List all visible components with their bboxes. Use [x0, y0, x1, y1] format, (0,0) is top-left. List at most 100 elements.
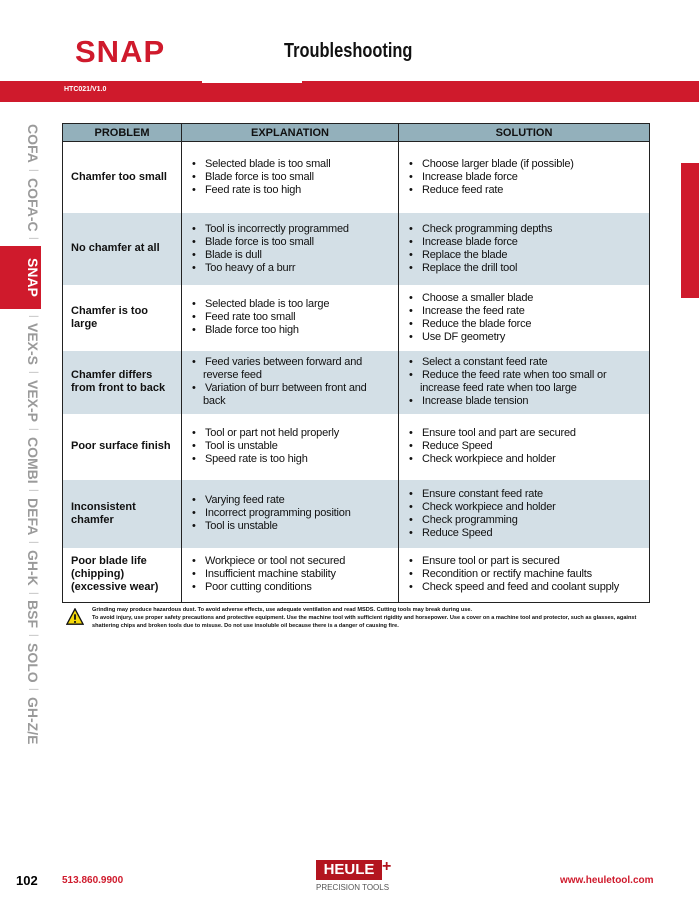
solution-cell: Ensure tool or part is securedReconditio… — [398, 547, 650, 603]
separator: | — [28, 591, 39, 595]
problem-cell: Poor surface finish — [62, 413, 182, 480]
separator: | — [28, 688, 39, 692]
problem-cell: Chamfer differs from front to back — [62, 350, 182, 414]
sidebar-item-defa[interactable]: DEFA — [25, 497, 41, 536]
solution-item: Increase blade tension — [407, 395, 641, 408]
solution-item: Replace the drill tool — [407, 262, 641, 275]
solution-item: Use DF geometry — [407, 331, 641, 344]
explanation-item: Too heavy of a burr — [190, 262, 390, 275]
explanation-cell: Tool or part not held properlyTool is un… — [181, 413, 399, 480]
separator: | — [28, 541, 39, 544]
solution-item: Check workpiece and holder — [407, 453, 641, 466]
explanation-item: Workpiece or tool not secured — [190, 555, 390, 568]
troubleshooting-table: PROBLEM EXPLANATION SOLUTION Chamfer too… — [62, 123, 650, 603]
sidebar-item-solo[interactable]: SOLO — [25, 642, 41, 683]
explanation-item: Incorrect programming position — [190, 507, 390, 520]
separator: | — [28, 168, 39, 172]
solution-cell: Choose larger blade (if possible)Increas… — [398, 141, 650, 213]
header-notch — [202, 81, 302, 83]
sidebar-item-vex-p[interactable]: VEX-P — [25, 379, 41, 422]
solution-cell: Ensure constant feed rateCheck workpiece… — [398, 479, 650, 548]
separator: | — [28, 634, 39, 637]
solution-item: Increase the feed rate — [407, 305, 641, 318]
solution-item: Check workpiece and holder — [407, 501, 641, 514]
explanation-item: Speed rate is too high — [190, 453, 390, 466]
explanation-item: Blade force is too small — [190, 236, 390, 249]
document-code: HTC021/V1.0 — [64, 86, 107, 93]
solution-item: Reduce the blade force — [407, 318, 641, 331]
logo-text: HEULE — [316, 860, 382, 880]
logo-subtitle: PRECISION TOOLS — [316, 883, 390, 892]
solution-cell: Check programming depthsIncrease blade f… — [398, 212, 650, 285]
explanation-item: Selected blade is too small — [190, 158, 390, 171]
explanation-item: Selected blade is too large — [190, 298, 390, 311]
explanation-item: Tool is incorrectly programmed — [190, 223, 390, 236]
solution-item: Ensure constant feed rate — [407, 488, 641, 501]
solution-item: Check programming — [407, 514, 641, 527]
explanation-item: Tool or part not held properly — [190, 427, 390, 440]
product-sidebar: COFA | COFA-C | SNAP | VEX-S | VEX-P | COMBI | DEFA |… — [0, 124, 41, 745]
solution-cell: Ensure tool and part are securedReduce S… — [398, 413, 650, 480]
table-row: No chamfer at allTool is incorrectly pro… — [62, 212, 650, 285]
header-problem: PROBLEM — [62, 123, 182, 142]
explanation-item: Insufficient machine stability — [190, 568, 390, 581]
solution-item: Reduce feed rate — [407, 184, 641, 197]
explanation-item: Blade force is too small — [190, 171, 390, 184]
separator: | — [28, 371, 39, 374]
sidebar-item-vex-s[interactable]: VEX-S — [25, 323, 41, 366]
separator: | — [28, 237, 39, 240]
explanation-cell: Tool is incorrectly programmedBlade forc… — [181, 212, 399, 285]
table-row: Poor blade life (chipping) (excessive we… — [62, 547, 650, 603]
brand-title: SNAP — [75, 34, 166, 69]
header-bar — [0, 81, 699, 102]
solution-item: Check speed and feed and coolant supply — [407, 581, 641, 594]
sidebar-item-cofa[interactable]: COFA — [25, 124, 41, 163]
sidebar-item-snap[interactable]: SNAP — [0, 245, 41, 309]
explanation-item: Varying feed rate — [190, 494, 390, 507]
website-link[interactable]: www.heuletool.com — [560, 875, 654, 886]
safety-warning: Grinding may produce hazardous dust. To … — [92, 606, 652, 630]
solution-item: Reduce Speed — [407, 440, 641, 453]
problem-cell: Inconsistent chamfer — [62, 479, 182, 548]
sidebar-item-bsf[interactable]: BSF — [25, 600, 41, 629]
explanation-cell: Varying feed rateIncorrect programming p… — [181, 479, 399, 548]
phone-number: 513.860.9900 — [62, 875, 124, 886]
problem-cell: Poor blade life (chipping) (excessive we… — [62, 547, 182, 603]
solution-cell: Choose a smaller bladeIncrease the feed … — [398, 284, 650, 351]
solution-item: Reduce the feed rate when too small or i… — [407, 369, 641, 395]
sidebar-item-gh-z-e[interactable]: GH-Z/E — [25, 697, 41, 745]
explanation-cell: Workpiece or tool not securedInsufficien… — [181, 547, 399, 603]
header-solution: SOLUTION — [398, 123, 650, 142]
separator: | — [28, 489, 39, 492]
solution-item: Choose a smaller blade — [407, 292, 641, 305]
warning-line-2: To avoid injury, use proper safety preca… — [92, 615, 637, 629]
explanation-cell: Feed varies between forward and reverse … — [181, 350, 399, 414]
explanation-item: Feed varies between forward and reverse … — [190, 356, 390, 382]
sidebar-item-cofa-c[interactable]: COFA-C — [25, 177, 41, 232]
warning-triangle-icon — [66, 608, 84, 625]
solution-item: Reduce Speed — [407, 527, 641, 540]
solution-cell: Select a constant feed rateReduce the fe… — [398, 350, 650, 414]
solution-item: Check programming depths — [407, 223, 641, 236]
explanation-item: Feed rate too small — [190, 311, 390, 324]
table-row: Chamfer too smallSelected blade is too s… — [62, 141, 650, 213]
explanation-cell: Selected blade is too smallBlade force i… — [181, 141, 399, 213]
solution-item: Ensure tool or part is secured — [407, 555, 641, 568]
separator: | — [28, 427, 39, 431]
problem-cell: Chamfer is too large — [62, 284, 182, 351]
warning-line-1: Grinding may produce hazardous dust. To … — [92, 607, 473, 613]
sidebar-item-combi[interactable]: COMBI — [25, 436, 41, 484]
problem-cell: Chamfer too small — [62, 141, 182, 213]
explanation-item: Poor cutting conditions — [190, 581, 390, 594]
solution-item: Choose larger blade (if possible) — [407, 158, 641, 171]
table-row: Chamfer is too large Selected blade is to… — [62, 284, 650, 351]
explanation-item: Blade is dull — [190, 249, 390, 262]
page-title: Troubleshooting — [284, 40, 413, 62]
explanation-item: Blade force too high — [190, 324, 390, 337]
table-row: Inconsistent chamferVarying feed rateInc… — [62, 479, 650, 548]
explanation-item: Variation of burr between front and back — [190, 382, 390, 408]
sidebar-item-gh-k[interactable]: GH-K — [25, 549, 41, 586]
separator: | — [28, 314, 39, 318]
solution-item: Ensure tool and part are secured — [407, 427, 641, 440]
solution-item: Increase blade force — [407, 236, 641, 249]
